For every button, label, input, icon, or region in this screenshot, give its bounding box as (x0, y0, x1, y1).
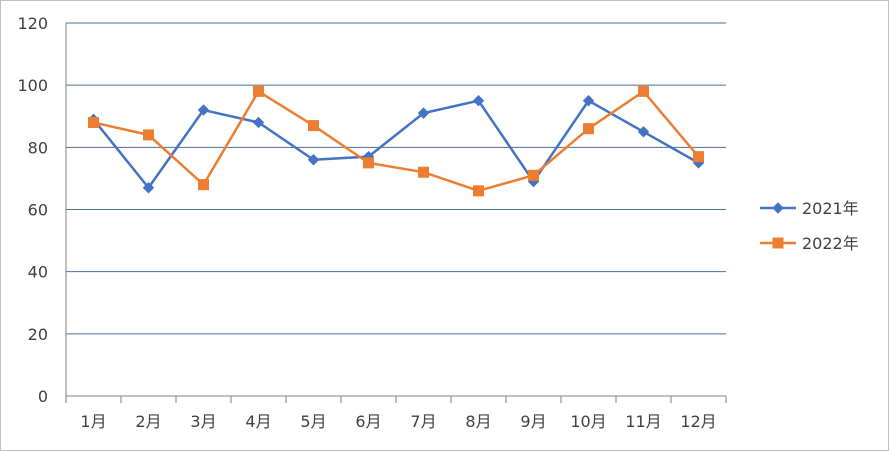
x-tick-label: 10月 (570, 412, 606, 431)
x-tick-label: 8月 (465, 412, 491, 431)
y-tick-label: 20 (28, 325, 48, 344)
series-line (93, 90, 700, 193)
series (87, 85, 705, 197)
data-point (418, 166, 429, 178)
data-point (142, 182, 155, 194)
data-point (473, 185, 484, 197)
legend-item: 2021年 (760, 199, 859, 218)
x-tick-label: 1月 (80, 412, 106, 431)
series-1 (88, 85, 704, 197)
data-point (417, 107, 430, 119)
x-tick-label: 4月 (245, 412, 271, 431)
data-point (308, 120, 319, 132)
data-point (307, 154, 320, 166)
legend-label: 2022年 (802, 234, 859, 253)
data-point (253, 85, 264, 97)
x-tick-label: 6月 (355, 412, 381, 431)
y-tick-label: 0 (38, 387, 48, 406)
x-tick-label: 11月 (625, 412, 661, 431)
series-line (92, 99, 700, 189)
data-point (583, 123, 594, 135)
x-tick-label: 12月 (680, 412, 716, 431)
legend-item: 2022年 (760, 234, 859, 253)
legend-marker (772, 202, 784, 214)
data-point (693, 151, 704, 163)
y-tick-label: 60 (28, 201, 48, 220)
data-point (198, 179, 209, 191)
y-tick-label: 100 (17, 76, 48, 95)
series-0 (87, 95, 705, 194)
data-point (197, 104, 210, 116)
x-tick-label: 5月 (300, 412, 326, 431)
legend-marker (772, 237, 784, 249)
y-tick-label: 40 (28, 263, 48, 282)
gridlines (66, 22, 726, 335)
legend: 2021年 2022年 (760, 199, 859, 253)
legend-label: 2021年 (802, 199, 859, 218)
y-tick-label: 80 (28, 138, 48, 157)
data-point (252, 116, 265, 129)
data-point (528, 169, 539, 181)
data-point (363, 157, 374, 169)
data-point (638, 85, 649, 97)
data-point (88, 116, 99, 128)
data-point (143, 129, 154, 141)
y-tick-label: 120 (17, 14, 48, 33)
data-point (637, 126, 650, 138)
x-tick-label: 2月 (135, 412, 161, 431)
data-point (582, 95, 595, 107)
x-tick-label: 7月 (410, 412, 436, 431)
axes: 0 20 40 60 80 100 120 1月 2月 3月 4月 5月 6月 7月 8月 9月 10月 11月 1… (17, 14, 727, 431)
x-tick-label: 9月 (520, 412, 546, 431)
x-tick-label: 3月 (190, 412, 216, 431)
data-point (472, 95, 485, 107)
